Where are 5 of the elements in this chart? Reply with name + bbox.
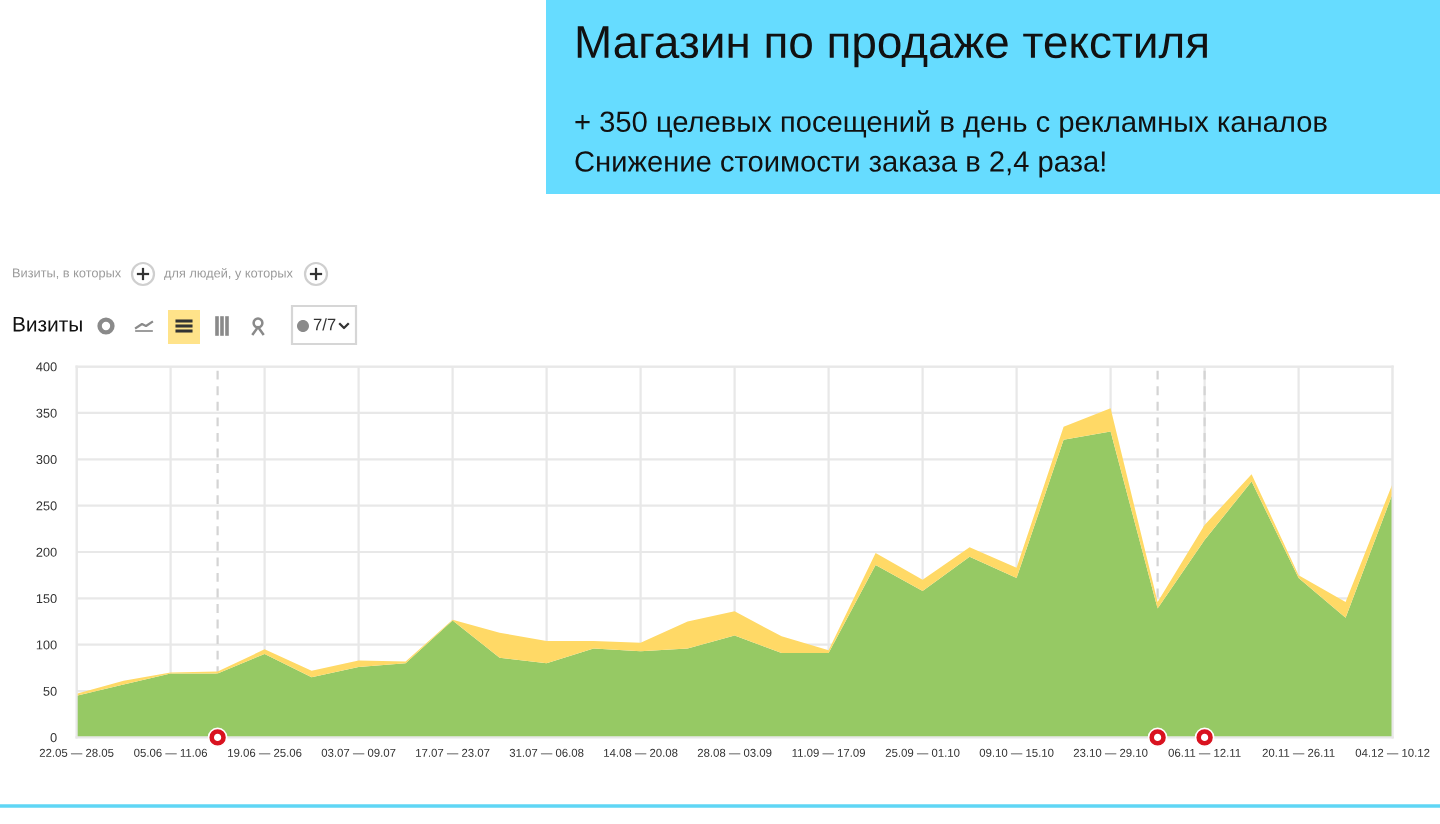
text: Снижение стоимости заказа в 2,4 раза! — [575, 151, 1105, 178]
text: Магазин по продаже текстиля — [577, 26, 1207, 68]
text: 7/7 — [313, 318, 336, 331]
text: + 350 целевых посещений в день с рекламных каналов — [575, 110, 1327, 138]
chart-title: Визиты — [13, 317, 82, 332]
